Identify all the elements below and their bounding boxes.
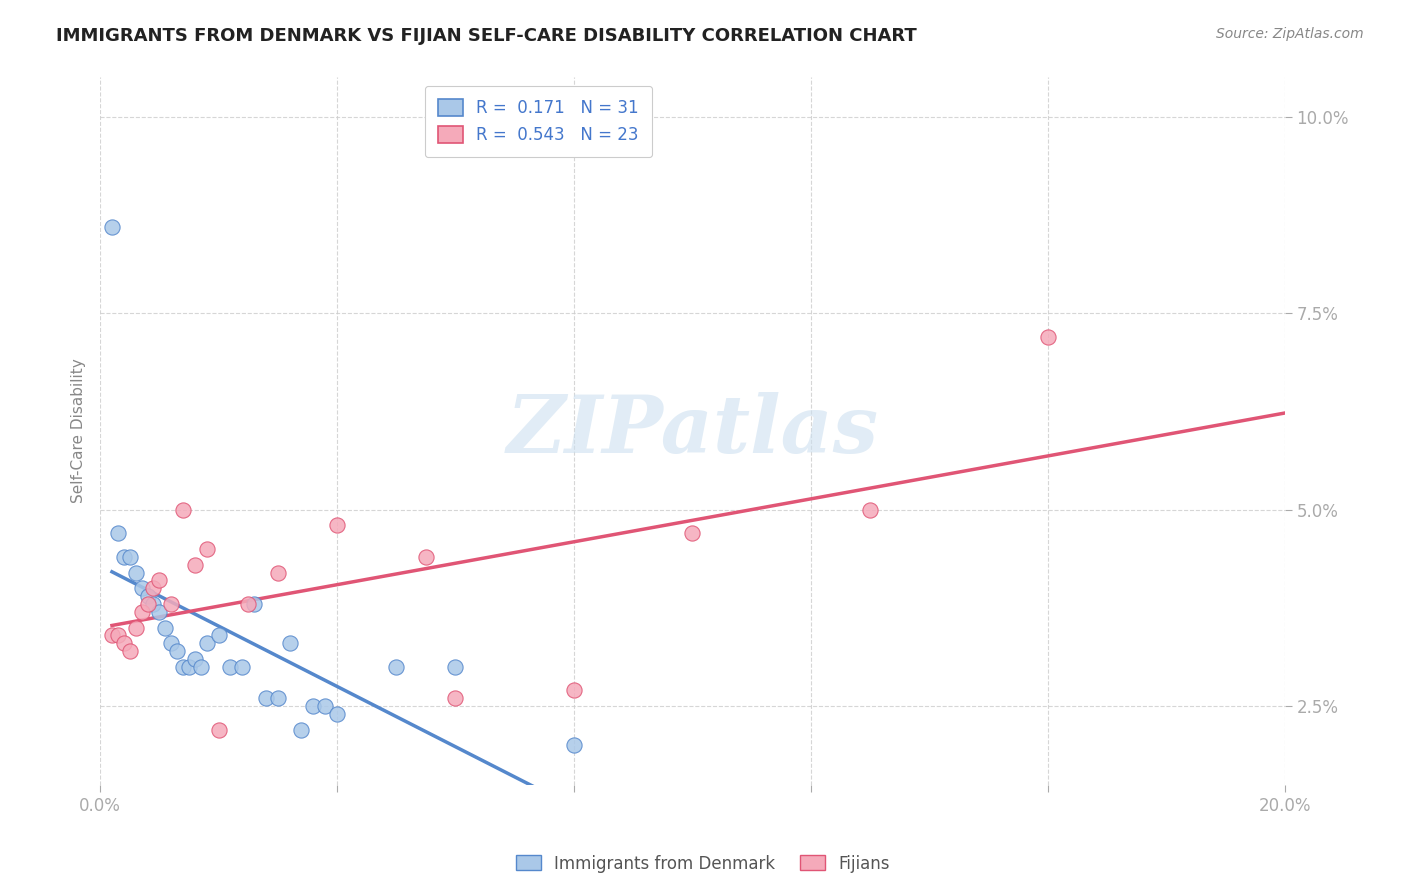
Point [562, 739, 585, 753]
Point [326, 518, 349, 533]
Point [112, 549, 135, 564]
Point [166, 644, 188, 658]
Point [195, 636, 218, 650]
Point [267, 691, 290, 706]
Point [142, 597, 165, 611]
Point [136, 597, 159, 611]
Point [190, 660, 212, 674]
Point [231, 660, 253, 674]
Point [124, 566, 146, 580]
Point [177, 660, 200, 674]
Point [681, 526, 703, 541]
Point [184, 558, 207, 572]
Point [207, 628, 229, 642]
Point [131, 605, 153, 619]
Point [184, 652, 207, 666]
Point [107, 628, 129, 642]
Y-axis label: Self-Care Disability: Self-Care Disability [72, 359, 86, 503]
Point [243, 597, 266, 611]
Point [314, 699, 336, 714]
Text: Source: ZipAtlas.com: Source: ZipAtlas.com [1216, 27, 1364, 41]
Point [444, 691, 467, 706]
Point [160, 636, 183, 650]
Point [562, 683, 585, 698]
Point [278, 636, 301, 650]
Point [444, 660, 467, 674]
Point [859, 502, 882, 516]
Text: IMMIGRANTS FROM DENMARK VS FIJIAN SELF-CARE DISABILITY CORRELATION CHART: IMMIGRANTS FROM DENMARK VS FIJIAN SELF-C… [56, 27, 917, 45]
Point [148, 574, 170, 588]
Point [112, 636, 135, 650]
Point [302, 699, 325, 714]
Point [290, 723, 312, 737]
Point [219, 660, 242, 674]
Legend: R =  0.171   N = 31, R =  0.543   N = 23: R = 0.171 N = 31, R = 0.543 N = 23 [425, 86, 652, 157]
Point [142, 582, 165, 596]
Point [415, 549, 437, 564]
Point [1036, 330, 1059, 344]
Text: ZIPatlas: ZIPatlas [506, 392, 879, 470]
Point [326, 706, 349, 721]
Legend: Immigrants from Denmark, Fijians: Immigrants from Denmark, Fijians [509, 848, 897, 880]
Point [124, 621, 146, 635]
Point [131, 582, 153, 596]
Point [385, 660, 408, 674]
Point [155, 621, 177, 635]
Point [254, 691, 277, 706]
Point [136, 589, 159, 603]
Point [118, 644, 141, 658]
Point [195, 541, 218, 556]
Point [118, 549, 141, 564]
Point [160, 597, 183, 611]
Point [101, 219, 124, 234]
Point [267, 566, 290, 580]
Point [148, 605, 170, 619]
Point [107, 526, 129, 541]
Point [172, 660, 194, 674]
Point [238, 597, 260, 611]
Point [172, 502, 194, 516]
Point [101, 628, 124, 642]
Point [207, 723, 229, 737]
